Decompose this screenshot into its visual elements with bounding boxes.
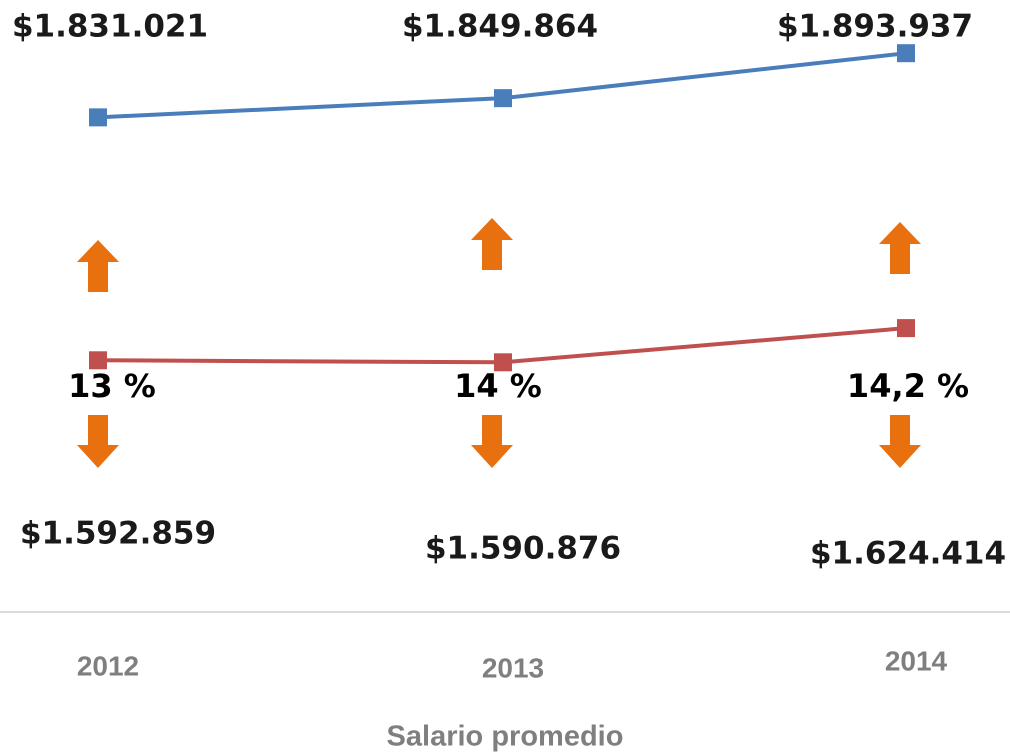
arrow-up bbox=[471, 218, 513, 270]
series-line bbox=[97, 51, 907, 120]
x-tick-label: 2012 bbox=[77, 650, 139, 681]
annotation: 13 % bbox=[68, 367, 156, 405]
data-label: $1.893.937 bbox=[777, 9, 973, 45]
data-label: $1.624.414 bbox=[810, 536, 1006, 572]
arrow-down bbox=[471, 415, 513, 468]
data-label: $1.831.021 bbox=[12, 9, 208, 45]
marker bbox=[89, 108, 107, 127]
data-label: $1.590.876 bbox=[425, 531, 621, 567]
arrow-down bbox=[77, 415, 119, 468]
marker bbox=[897, 319, 915, 338]
x-tick-label: 2013 bbox=[482, 652, 544, 683]
marker bbox=[89, 351, 107, 370]
arrow-down bbox=[879, 415, 921, 468]
annotation: 14 % bbox=[454, 367, 542, 405]
x-axis-title: Salario promedio bbox=[387, 721, 624, 753]
x-tick-label: 2014 bbox=[885, 645, 948, 676]
arrow-up bbox=[879, 222, 921, 274]
marker bbox=[897, 44, 915, 63]
annotation: 14,2 % bbox=[847, 367, 969, 405]
data-label: $1.849.864 bbox=[402, 9, 598, 45]
marker bbox=[494, 353, 512, 372]
marker bbox=[494, 89, 512, 108]
data-label: $1.592.859 bbox=[20, 516, 216, 552]
arrow-up bbox=[77, 240, 119, 292]
